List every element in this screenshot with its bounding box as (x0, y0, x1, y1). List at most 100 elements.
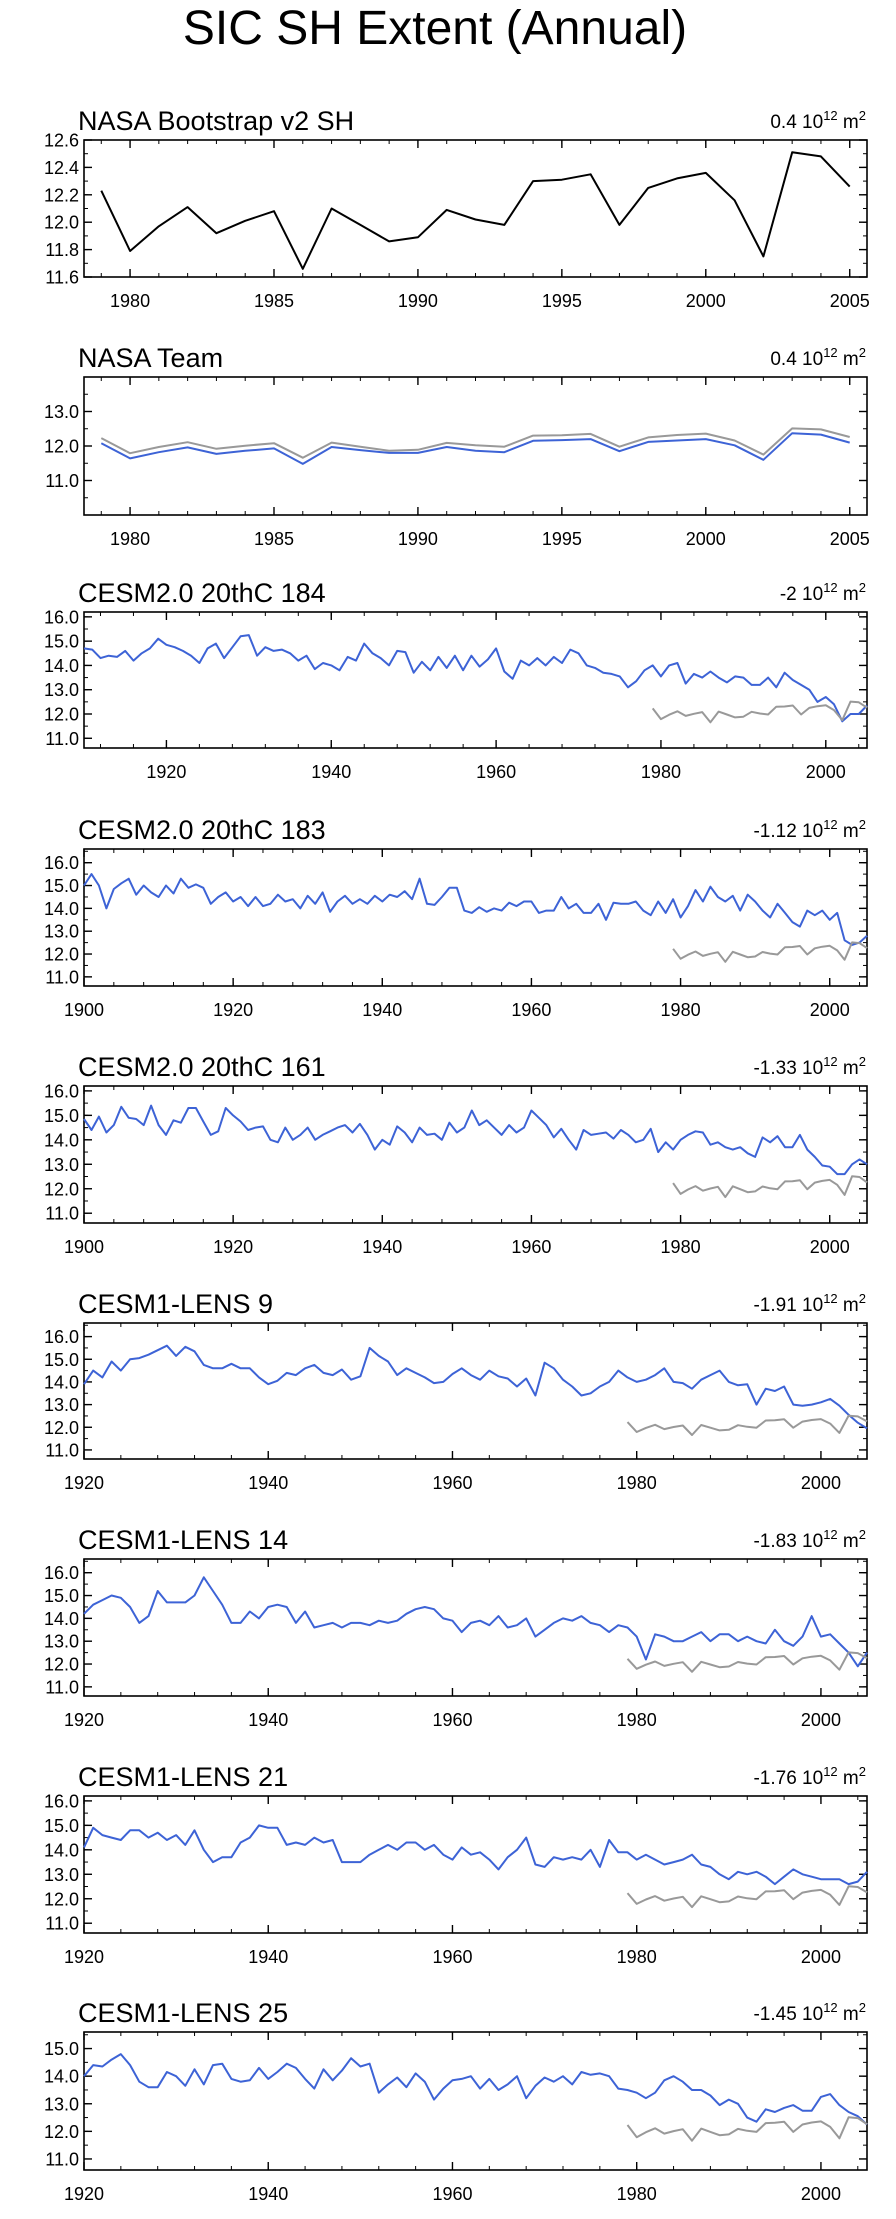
x-tick-label: 1900 (64, 1237, 104, 1257)
x-tick-label: 1995 (542, 529, 582, 549)
y-tick-label: 12.0 (44, 705, 79, 725)
y-tick-label: 11.0 (45, 1440, 79, 1460)
trend-trend-unit-sq: 2 (859, 1054, 866, 1069)
trend-trend-value: -1.45 (753, 2004, 802, 2025)
trend-trend-unit-suffix: m (838, 1768, 859, 1789)
y-tick-label: 14.0 (44, 899, 79, 919)
trend-trend-unit-sq: 2 (859, 2000, 866, 2015)
x-tick-label: 1940 (311, 762, 351, 782)
x-tick-label: 1960 (511, 1237, 551, 1257)
plot-frame (83, 1322, 868, 1460)
trend-trend-unit-exp: 12 (823, 580, 837, 595)
trend-trend-unit-suffix: m (838, 349, 859, 370)
trend-trend-unit-exp: 12 (823, 1054, 837, 1069)
y-tick-label: 11.6 (45, 268, 79, 288)
y-tick-label: 13.0 (44, 680, 79, 700)
figure-title: SIC SH Extent (Annual) (183, 2, 687, 55)
trend-trend-unit-base: 10 (802, 821, 823, 842)
trend-trend-unit-base: 10 (802, 2004, 823, 2025)
x-tick-label: 1940 (248, 1710, 288, 1730)
panel-nasa-bootstrap-v2-sh: NASA Bootstrap v2 SH 0.4 1012 m2 11.6 11.8 1… (44, 106, 870, 311)
y-tick-label: 15.0 (44, 1816, 79, 1836)
y-tick-label: 14.0 (44, 1840, 79, 1860)
series-line-nasa-bootstrap-v2-sh (672, 1175, 868, 1199)
y-tick-label: 16.0 (44, 1791, 79, 1811)
series-line-cesm2-0-20thc-161 (83, 1104, 868, 1176)
trend-trend-unit-sq: 2 (859, 108, 866, 123)
y-tick-label: 15.0 (44, 1106, 79, 1126)
y-tick-label: 12.4 (44, 158, 79, 178)
y-tick-label: 16.0 (44, 607, 79, 627)
x-tick-label: 1920 (213, 1000, 253, 1020)
y-tick-label: 12.0 (44, 945, 79, 965)
trend-trend-unit-suffix: m (838, 1531, 859, 1552)
trend-trend-unit-sq: 2 (859, 1291, 866, 1306)
y-tick-label: 15.0 (44, 632, 79, 652)
trend-trend-unit-suffix: m (838, 2004, 859, 2025)
y-tick-label: 11.8 (45, 240, 79, 260)
trend-trend-unit-suffix: m (838, 821, 859, 842)
trend-annotation: -1.12 1012 m2 (753, 817, 866, 842)
series-line-cesm1-lens-25 (83, 2053, 868, 2126)
y-tick-label: 11.0 (45, 2149, 79, 2169)
trend-trend-value: -1.12 (753, 821, 802, 842)
trend-trend-unit-base: 10 (802, 1058, 823, 1079)
y-tick-label: 13.0 (44, 2094, 79, 2114)
y-tick-label: 16.0 (44, 1563, 79, 1583)
x-tick-label: 1940 (248, 2184, 288, 2204)
x-tick-label: 1980 (641, 762, 681, 782)
x-tick-label: 1985 (254, 529, 294, 549)
series-line-cesm1-lens-14 (83, 1576, 868, 1668)
panels-container: NASA Bootstrap v2 SH 0.4 1012 m211.611.81… (44, 106, 870, 2204)
panel-title: CESM1-LENS 9 (78, 1289, 273, 1319)
y-tick-label: 12.0 (44, 213, 79, 233)
series-line-nasa-bootstrap-v2-sh (651, 700, 868, 724)
x-tick-label: 1985 (254, 291, 294, 311)
y-tick-label: 14.0 (44, 2067, 79, 2087)
trend-trend-unit-sq: 2 (859, 345, 866, 360)
trend-trend-value: -1.76 (753, 1768, 802, 1789)
x-tick-label: 2000 (801, 2184, 841, 2204)
x-tick-label: 1960 (432, 1947, 472, 1967)
trend-annotation: -1.91 1012 m2 (753, 1291, 866, 1316)
panel-cesm1-lens-21: CESM1-LENS 21 -1.76 1012 m2 11.0 12.0 13.0 14… (44, 1762, 868, 1967)
trend-trend-unit-exp: 12 (823, 345, 837, 360)
x-tick-label: 1920 (64, 1710, 104, 1730)
x-tick-label: 1940 (248, 1947, 288, 1967)
series-line-nasa-bootstrap-v2-sh (100, 427, 850, 459)
y-tick-label: 13.0 (44, 1632, 79, 1652)
x-tick-label: 2000 (810, 1237, 850, 1257)
y-tick-label: 12.0 (44, 1418, 79, 1438)
trend-trend-unit-exp: 12 (823, 2000, 837, 2015)
trend-trend-unit-exp: 12 (823, 1527, 837, 1542)
plot-frame (83, 611, 868, 749)
trend-trend-unit-exp: 12 (823, 817, 837, 832)
x-tick-label: 1960 (432, 1473, 472, 1493)
x-tick-label: 1960 (432, 2184, 472, 2204)
series-line-nasa-bootstrap-v2-sh (626, 1885, 868, 1909)
plot-frame (83, 2031, 868, 2171)
series-line-nasa-bootstrap-v2-sh (626, 1414, 868, 1436)
trend-trend-unit-base: 10 (802, 1295, 823, 1316)
trend-trend-unit-suffix: m (838, 1295, 859, 1316)
y-tick-label: 15.0 (44, 1350, 79, 1370)
x-tick-label: 1920 (64, 2184, 104, 2204)
x-tick-label: 2000 (686, 291, 726, 311)
x-tick-label: 1980 (110, 529, 150, 549)
y-tick-label: 12.0 (44, 1179, 79, 1199)
trend-trend-unit-base: 10 (802, 349, 823, 370)
x-tick-label: 1990 (398, 529, 438, 549)
trend-trend-unit-base: 10 (802, 1768, 823, 1789)
y-tick-label: 15.0 (44, 1586, 79, 1606)
x-tick-label: 1980 (617, 1947, 657, 1967)
series-line-cesm2-0-20thc-184 (83, 634, 868, 723)
x-tick-label: 2000 (801, 1947, 841, 1967)
x-tick-label: 2005 (830, 291, 870, 311)
plot-frame (83, 1795, 868, 1934)
y-tick-label: 15.0 (44, 876, 79, 896)
x-tick-label: 1920 (64, 1947, 104, 1967)
y-tick-label: 11.0 (45, 1914, 79, 1934)
plot-frame (83, 848, 868, 987)
panel-title: CESM2.0 20thC 184 (78, 578, 326, 608)
